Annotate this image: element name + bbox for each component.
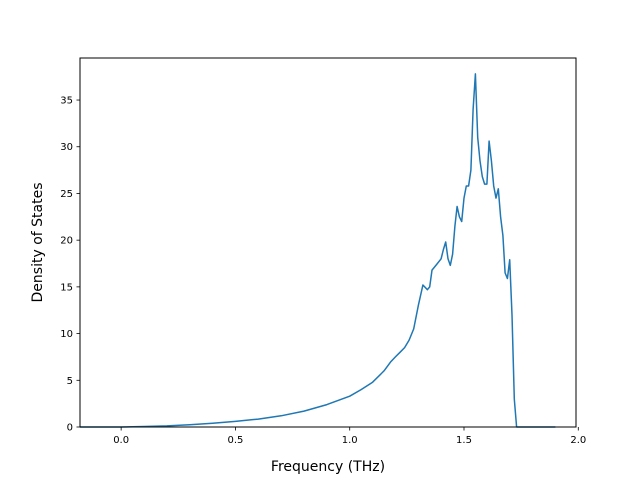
y-axis: 0 5 10 15 20 25 30 35 (60, 96, 80, 434)
y-tick-label: 20 (60, 236, 73, 247)
plot-frame (79, 57, 577, 428)
x-tick-label: 0.5 (227, 435, 243, 446)
y-tick-label: 35 (60, 96, 73, 107)
x-axis-label: Frequency (THz) (271, 459, 385, 475)
x-tick-label: 2.0 (570, 435, 586, 446)
x-axis: 0.0 0.5 1.0 1.5 2.0 (113, 427, 586, 446)
series-line (80, 73, 556, 428)
x-tick-label: 1.5 (456, 435, 472, 446)
y-tick-label: 10 (60, 329, 73, 340)
y-tick-label: 5 (67, 376, 73, 387)
y-tick-label: 30 (60, 142, 73, 153)
plot-area (79, 57, 577, 428)
y-tick-label: 0 (67, 423, 73, 434)
y-axis-label: Density of States (30, 183, 46, 303)
x-tick-label: 0.0 (113, 435, 129, 446)
y-tick-label: 25 (60, 189, 73, 200)
x-tick-label: 1.0 (342, 435, 358, 446)
y-tick-label: 15 (60, 282, 73, 293)
